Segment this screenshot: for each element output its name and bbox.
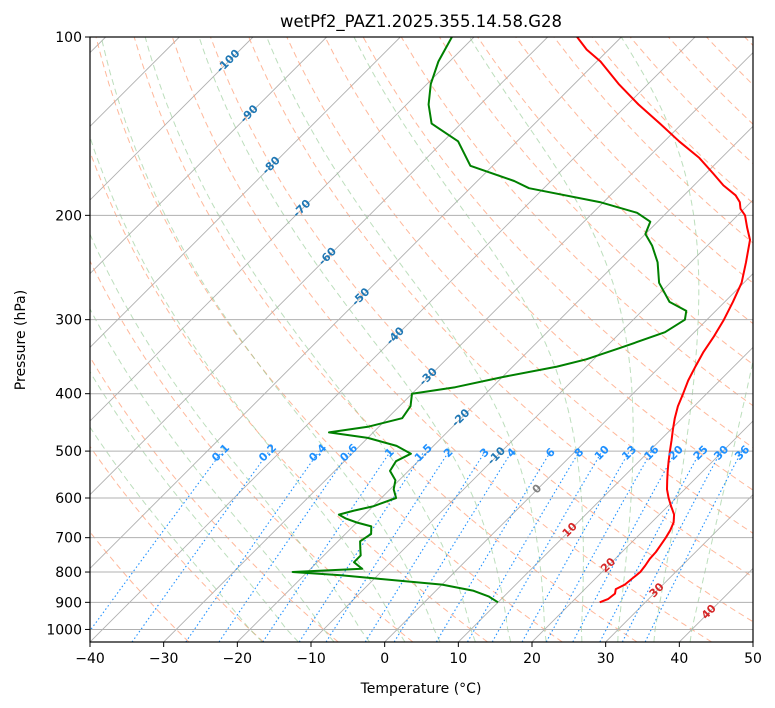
isotherm-line [90,37,327,275]
moist-adiabat-line [100,37,441,642]
moist-adiabat-line [198,37,512,642]
x-tick-label: 10 [449,651,467,667]
dry-adiabat-line [90,259,414,642]
mixing-ratio-line [262,450,392,642]
background-guide-lines [90,37,753,642]
mixing-ratio-line [185,450,320,642]
isotherm-line [90,37,548,496]
y-tick-label: 100 [55,30,82,46]
dry-adiabat-line [171,37,712,642]
mixing-ratio-line [90,450,223,632]
isotherm-line [90,37,696,642]
y-axis: 100 200 300 400 500 600 700 800 900 1000 [46,30,90,638]
temperature-profile-line [576,37,751,604]
isotherm-line [605,494,753,642]
y-tick-label: 800 [55,565,82,581]
x-tick-label: −30 [149,651,179,667]
dry-adiabat-line [324,37,753,491]
mixing-ratio-line [218,450,351,642]
moist-adiabat-line [90,232,371,642]
isotherm-line [531,420,753,642]
moist-adiabat-line [620,37,700,642]
y-tick-label: 300 [55,313,82,329]
moist-adiabat-line [90,370,299,642]
dry-adiabat-line [248,37,753,578]
dry-adiabat-line [133,37,638,642]
moist-adiabat-line [90,135,406,642]
mixing-ratio-line [572,450,677,642]
chart-title: wetPf2_PAZ1.2025.355.14.58.G28 [280,12,562,32]
x-axis-label: Temperature (°C) [360,681,482,697]
moist-adiabat-line [266,37,547,642]
dry-adiabat-line [210,37,753,623]
y-tick-label: 1000 [46,622,82,638]
mixing-ratio-line [325,450,450,642]
moist-adiabat-line [689,358,753,642]
moist-adiabat-line [353,37,584,642]
dry-adiabat-line [286,37,753,534]
mixing-ratio-line [131,450,270,642]
dry-adiabat-line [90,445,264,642]
y-tick-label: 200 [55,208,82,224]
isotherm-line [90,37,622,569]
x-tick-label: 20 [523,651,541,667]
dry-adiabat-line [90,356,339,642]
isotherm-line [90,37,401,348]
mixing-ratio-line [644,450,743,642]
isotherm-line [90,37,475,422]
y-axis-label: Pressure (hPa) [13,290,29,390]
y-tick-label: 700 [55,531,82,547]
moist-adiabat-line [469,37,634,642]
isotherm-line [237,125,753,642]
mixing-ratio-line [393,450,513,642]
x-tick-label: 30 [597,651,615,667]
y-tick-label: 600 [55,491,82,507]
x-axis: −40 −30 −20 −10 0 10 20 30 40 50 [75,642,762,667]
y-tick-label: 500 [55,444,82,460]
mixing-ratio-line [521,450,630,642]
dewpoint-profile-line [291,37,688,604]
x-tick-label: −40 [75,651,105,667]
mixing-ratio-line [545,450,653,642]
moist-adiabat-line [90,308,335,642]
dry-adiabat-line [515,37,753,284]
isotherm-line [384,273,753,642]
x-tick-label: −20 [223,651,253,667]
plot-frame [89,36,754,643]
isotherm-line [163,52,753,642]
dry-adiabat-line [95,37,563,642]
isotherm-line [458,346,753,642]
x-tick-label: −10 [296,651,326,667]
y-tick-label: 400 [55,387,82,403]
x-tick-label: 0 [380,651,389,667]
x-tick-label: 50 [744,651,762,667]
moist-adiabat-line [90,426,263,642]
isotherm-line [90,37,254,201]
x-tick-label: 40 [670,651,688,667]
y-tick-label: 900 [55,595,82,611]
